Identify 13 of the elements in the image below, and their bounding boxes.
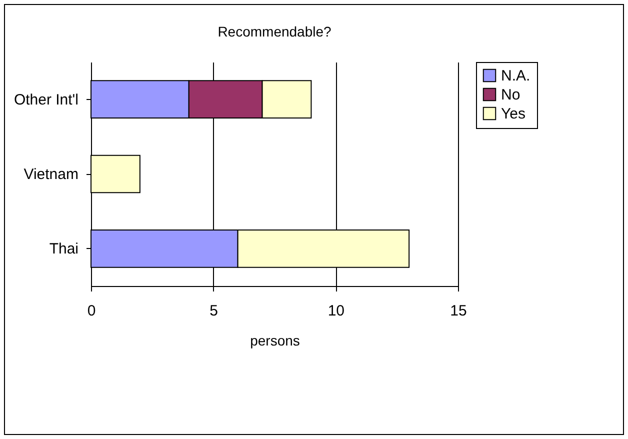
y-tick-label: Other Int'l [14, 91, 78, 108]
x-tick-label: 0 [87, 302, 96, 320]
chart-title: Recommendable? [218, 24, 332, 40]
legend-label: Yes [501, 106, 526, 122]
bar [90, 154, 140, 194]
legend-label: No [501, 86, 520, 104]
y-tick-label: Thai [49, 240, 78, 258]
x-tick-label: 10 [328, 302, 345, 320]
legend-label: N.A. [501, 68, 530, 84]
y-tick-label: Vietnam [24, 166, 78, 183]
x-tick-label: 5 [210, 302, 218, 320]
x-tick-label: 15 [450, 302, 467, 320]
x-axis-title: persons [250, 332, 300, 348]
